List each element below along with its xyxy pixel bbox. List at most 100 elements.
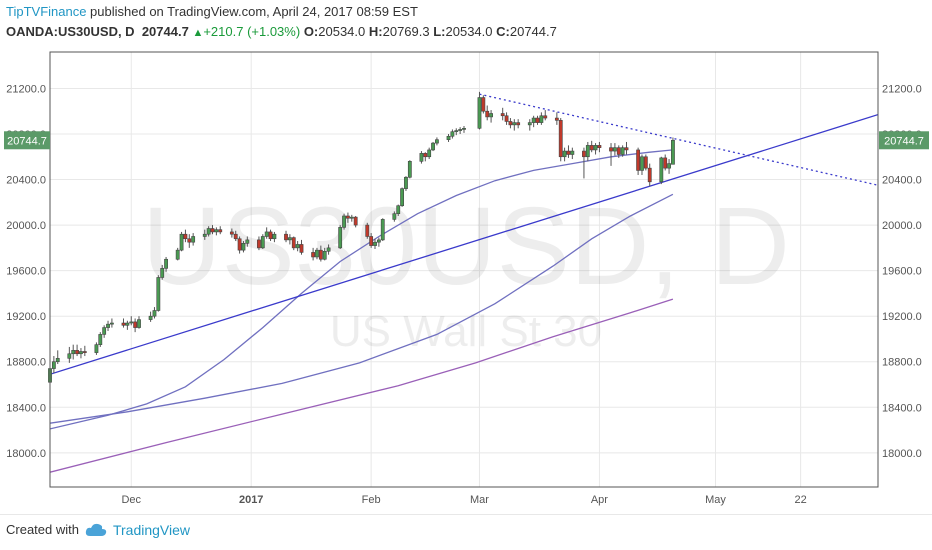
candle-body xyxy=(206,228,211,235)
open-value: 20534.0 xyxy=(318,24,366,39)
candle xyxy=(543,110,548,121)
price-badge-right-text: 20744.7 xyxy=(884,135,924,147)
low-label: L: xyxy=(433,24,446,39)
candle xyxy=(326,244,331,255)
candle-body xyxy=(315,249,319,258)
candle-body xyxy=(369,236,374,246)
candle xyxy=(94,342,99,355)
candle-body xyxy=(400,188,404,207)
candle-body xyxy=(94,344,99,353)
price-badge-left-bg xyxy=(4,131,50,150)
candle xyxy=(82,345,87,357)
candle xyxy=(593,143,598,155)
candle-body xyxy=(287,237,292,241)
candle-body xyxy=(237,238,242,251)
candle-body xyxy=(516,122,521,126)
y-tick-label-right: 18800.0 xyxy=(882,357,922,369)
candle-body xyxy=(659,157,664,183)
candle-body xyxy=(164,258,168,269)
y-tick-label-left: 18000.0 xyxy=(6,448,46,460)
candle xyxy=(245,236,250,247)
candle xyxy=(346,212,350,223)
high-value: 20769.3 xyxy=(382,24,430,39)
candle-body xyxy=(133,321,138,328)
candle-body xyxy=(380,219,385,241)
candle-body xyxy=(500,113,505,117)
candle xyxy=(427,147,432,160)
watermark-symbol: US30USD, D xyxy=(142,185,790,308)
candle xyxy=(516,119,521,129)
candle-body xyxy=(558,120,563,158)
candle xyxy=(400,187,404,207)
candle-body xyxy=(75,350,79,355)
candle xyxy=(643,154,648,171)
candle-body xyxy=(311,252,316,258)
candle xyxy=(148,311,153,322)
candle-body xyxy=(396,205,401,215)
candle-body xyxy=(156,277,161,311)
candle xyxy=(272,231,277,243)
close-value: 20744.7 xyxy=(509,24,557,39)
candle-body xyxy=(125,322,130,326)
low-value: 20534.0 xyxy=(445,24,493,39)
candle-body xyxy=(512,122,517,126)
price-chart[interactable]: US30USD, D US Wall St 30 21200.0 21200.0 2… xyxy=(0,44,932,544)
candle xyxy=(110,318,114,328)
candle-body xyxy=(431,142,435,151)
candle-body xyxy=(404,176,408,189)
symbol-ohlc-line: OANDA:US30USD, D 20744.7 ▲+210.7 (+1.03%… xyxy=(6,24,557,41)
candle-body xyxy=(597,145,602,148)
candle-body xyxy=(67,353,72,359)
y-tick-label-right: 18400.0 xyxy=(882,402,922,414)
candle-body xyxy=(318,249,323,260)
author-link[interactable]: TipTVFinance xyxy=(6,4,87,19)
candle-body xyxy=(260,236,265,249)
candle xyxy=(322,247,327,261)
y-tick-label-left: 18400.0 xyxy=(6,402,46,414)
candle xyxy=(206,226,211,237)
candle xyxy=(202,229,207,240)
candle-body xyxy=(616,147,621,155)
candle xyxy=(566,145,571,158)
candle-body xyxy=(647,167,652,183)
candle-body xyxy=(407,161,412,178)
candle-body xyxy=(376,239,381,243)
candle xyxy=(659,156,664,185)
candle-body xyxy=(667,163,671,169)
candle-body xyxy=(272,233,277,240)
candle-body xyxy=(427,149,432,158)
price-badge-left: 20744.7 xyxy=(4,131,50,150)
candle-body xyxy=(291,237,296,249)
candle xyxy=(342,213,346,230)
candle xyxy=(71,344,76,360)
candle-body xyxy=(373,241,377,246)
candle xyxy=(504,112,509,125)
candle xyxy=(264,227,269,239)
footer-divider xyxy=(0,514,932,515)
candle-body xyxy=(585,145,590,158)
candle xyxy=(299,239,304,255)
candle xyxy=(531,115,536,128)
plot-frame xyxy=(49,51,879,488)
y-tick-label-right: 21200.0 xyxy=(882,83,922,95)
y-tick-label-left: 18800.0 xyxy=(6,357,46,369)
candle xyxy=(554,112,559,125)
tradingview-cloud-icon xyxy=(85,523,107,536)
candle xyxy=(179,231,184,252)
candle xyxy=(485,105,490,121)
candle xyxy=(98,332,103,347)
candle-body xyxy=(589,145,594,151)
candle-body xyxy=(446,135,451,140)
y-tick-label-left: 19200.0 xyxy=(6,311,46,323)
candle xyxy=(318,245,323,262)
x-tick-label: Dec xyxy=(121,494,141,506)
candle xyxy=(647,163,652,187)
y-tick-label-left: 21200.0 xyxy=(6,83,46,95)
candle xyxy=(667,159,671,174)
candle xyxy=(79,348,83,359)
candle xyxy=(295,241,300,252)
candle xyxy=(55,350,60,365)
tradingview-brand-link[interactable]: TradingView xyxy=(112,522,191,538)
candle-body xyxy=(179,233,184,251)
candle xyxy=(365,222,370,239)
